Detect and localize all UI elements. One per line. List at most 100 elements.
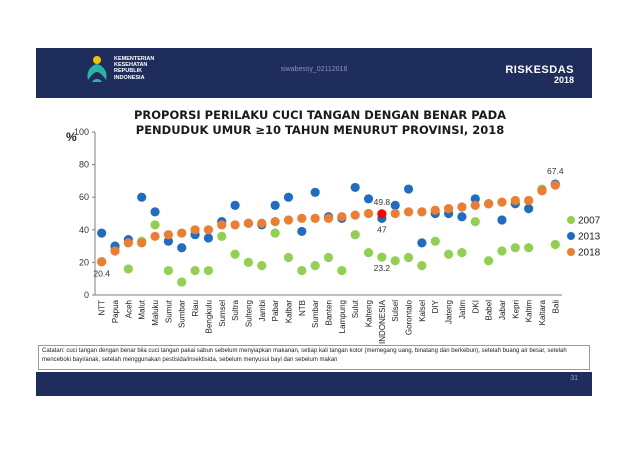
data-label: 20.4 xyxy=(93,269,110,279)
point-2018 xyxy=(110,246,120,256)
x-tick-label: DKI xyxy=(471,300,480,313)
point-2007 xyxy=(377,252,387,262)
y-tick-label: 0 xyxy=(84,290,89,300)
point-2018 xyxy=(310,213,320,223)
point-2007 xyxy=(550,239,560,250)
x-tick-label: DIY xyxy=(431,299,440,313)
x-tick-label: Sultra xyxy=(231,299,240,320)
x-tick-label: Jateng xyxy=(445,300,454,324)
legend-marker-2018 xyxy=(567,248,575,256)
point-2007 xyxy=(323,252,334,263)
point-2007 xyxy=(163,265,173,276)
point-2018 xyxy=(484,199,494,209)
point-2018 xyxy=(297,213,307,223)
point-2018 xyxy=(190,225,200,235)
point-2007 xyxy=(363,248,374,258)
point-2018 xyxy=(163,230,173,240)
x-tick-label: Jatim xyxy=(458,300,467,319)
point-2007 xyxy=(230,249,240,259)
y-axis-label: % xyxy=(66,130,77,144)
point-2007 xyxy=(283,252,294,263)
ministry-logo: KEMENTERIAN KESEHATAN REPUBLIK INDONESIA xyxy=(82,54,242,94)
point-2018 xyxy=(430,205,440,215)
legend-marker-2007 xyxy=(567,216,575,224)
x-tick-label: Kalteng xyxy=(365,300,374,327)
point-2007 xyxy=(190,265,200,276)
point-2013 xyxy=(403,184,414,194)
x-tick-label: Kepri xyxy=(511,300,520,319)
x-tick-label: Kalsel xyxy=(418,300,427,322)
point-2007 xyxy=(337,265,347,276)
point-2013 xyxy=(203,233,214,243)
point-2018 xyxy=(550,180,560,190)
point-2007 xyxy=(297,265,307,276)
point-2007 xyxy=(457,248,467,258)
x-tick-label: Sulteng xyxy=(244,300,253,327)
point-2018 xyxy=(457,202,467,212)
riskesdas-brand: RISKESDAS 2018 xyxy=(505,64,574,85)
point-2018 xyxy=(510,195,520,206)
data-label: 23.2 xyxy=(374,263,391,273)
x-tick-label: Babel xyxy=(485,300,494,321)
ministry-logo-text: KEMENTERIAN KESEHATAN REPUBLIK INDONESIA xyxy=(114,56,155,81)
point-2013 xyxy=(137,192,147,202)
y-tick-label: 80 xyxy=(79,160,89,170)
point-2007 xyxy=(497,246,507,256)
x-tick-label: Aceh xyxy=(124,300,133,318)
point-2018 xyxy=(203,225,214,235)
point-2013 xyxy=(310,187,320,197)
point-2013 xyxy=(457,212,467,222)
point-2013 xyxy=(417,238,427,248)
point-2013 xyxy=(297,226,307,237)
point-2007 xyxy=(203,265,214,276)
point-2018 xyxy=(497,197,507,207)
y-tick-label: 100 xyxy=(74,127,89,137)
point-2018 xyxy=(443,204,454,214)
point-2007 xyxy=(417,261,427,271)
header-banner: KEMENTERIAN KESEHATAN REPUBLIK INDONESIA… xyxy=(36,48,592,98)
point-2013 xyxy=(270,200,280,210)
point-2018 xyxy=(97,257,107,267)
point-2018 xyxy=(137,238,147,248)
point-2018 xyxy=(150,231,160,241)
point-2018 xyxy=(470,200,480,210)
x-tick-label: Bali xyxy=(551,300,560,314)
point-2007 xyxy=(217,231,227,241)
point-2018 xyxy=(417,207,427,217)
point-2018 xyxy=(270,217,280,227)
x-tick-label: Jambi xyxy=(258,300,267,322)
point-2007 xyxy=(484,256,494,266)
point-2018 xyxy=(403,207,414,217)
x-tick-label: Sumut xyxy=(164,299,173,323)
x-tick-label: Jabar xyxy=(498,300,507,320)
point-2007 xyxy=(123,264,133,274)
watermark-text: siwabessy_02112018 xyxy=(280,66,348,73)
point-2018 xyxy=(257,218,267,228)
footnote: Catatan: cuci tangan dengan benar bila c… xyxy=(38,345,590,370)
point-2013 xyxy=(230,200,240,210)
point-2013 xyxy=(470,194,480,204)
x-tick-label: Sulut xyxy=(351,299,360,318)
point-2007 xyxy=(150,220,160,230)
point-2007 xyxy=(510,243,520,253)
point-2013 xyxy=(363,194,374,204)
point-2018 xyxy=(390,208,400,219)
point-2013 xyxy=(150,207,160,217)
x-tick-label: Gorontalo xyxy=(405,299,414,335)
x-tick-label: Malut xyxy=(138,299,147,319)
x-tick-label: Bengkulu xyxy=(204,300,213,333)
x-tick-label: Sumsel xyxy=(218,300,227,327)
data-label: 49.8 xyxy=(374,197,391,207)
x-tick-label: Sumbar xyxy=(311,300,320,328)
point-2018 xyxy=(524,195,534,206)
brand-name: RISKESDAS xyxy=(505,64,574,76)
x-tick-label: INDONESIA xyxy=(378,299,387,344)
data-label: 67.4 xyxy=(547,166,564,176)
point-2007 xyxy=(177,277,187,287)
point-2007 xyxy=(470,217,480,227)
ministry-logo-icon xyxy=(87,56,107,82)
point-2007 xyxy=(243,257,254,267)
point-2013 xyxy=(97,228,107,238)
scatter-chart: 0 20 40 60 80 100% NTT Papua Aceh Malut Maluku Sumu… xyxy=(66,127,601,344)
y-tick-label: 40 xyxy=(79,225,89,235)
